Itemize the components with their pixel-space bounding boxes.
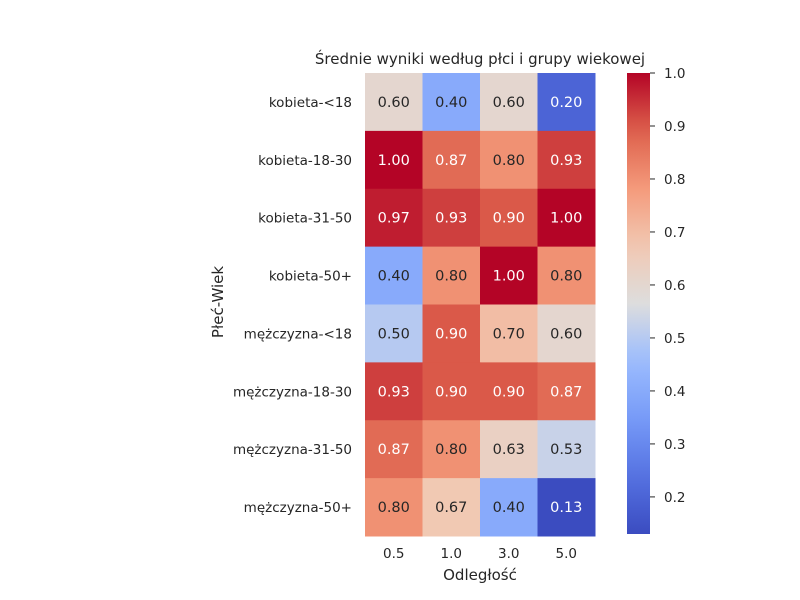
cell-value-label: 0.80 bbox=[550, 269, 582, 285]
heatmap-cell bbox=[365, 362, 423, 421]
heatmap-cell bbox=[537, 130, 596, 190]
x-tick-label: 1.0 bbox=[441, 546, 462, 562]
colorbar-tick-label: 0.4 bbox=[664, 384, 685, 400]
cell-value-label: 0.90 bbox=[493, 384, 525, 400]
cell-value-label: 0.40 bbox=[493, 500, 525, 516]
colorbar-gradient bbox=[627, 73, 650, 534]
cell-value-label: 0.87 bbox=[550, 384, 582, 400]
chart-title: Średnie wyniki według płci i grupy wieko… bbox=[315, 49, 645, 68]
heatmap-cell bbox=[365, 420, 423, 479]
cell-value-label: 1.00 bbox=[378, 153, 410, 169]
heatmap-cell bbox=[422, 362, 481, 421]
heatmap-cell bbox=[365, 188, 423, 248]
colorbar-tick-label: 0.6 bbox=[664, 278, 685, 294]
heatmap-cell bbox=[537, 188, 596, 248]
x-tick-label: 3.0 bbox=[498, 546, 519, 562]
cell-value-label: 0.40 bbox=[435, 95, 467, 111]
heatmap-cell bbox=[537, 304, 596, 363]
heatmap-cell bbox=[537, 420, 596, 479]
cell-value-label: 0.90 bbox=[435, 384, 467, 400]
cell-value-label: 0.80 bbox=[493, 153, 525, 169]
y-tick-label: mężczyzna-18-30 bbox=[233, 384, 352, 400]
cell-value-label: 0.13 bbox=[550, 500, 582, 516]
x-tick-label: 5.0 bbox=[556, 546, 577, 562]
cell-value-label: 0.93 bbox=[378, 384, 410, 400]
heatmap-cell bbox=[537, 478, 596, 537]
cell-value-label: 0.53 bbox=[550, 442, 582, 458]
heatmap-cell bbox=[422, 304, 481, 363]
colorbar-tick-label: 0.8 bbox=[664, 172, 685, 188]
cell-value-label: 0.87 bbox=[435, 153, 467, 169]
y-tick-label: kobieta-<18 bbox=[269, 95, 352, 111]
cell-value-label: 1.00 bbox=[493, 269, 525, 285]
cell-value-label: 0.90 bbox=[493, 211, 525, 227]
cell-value-label: 0.63 bbox=[493, 442, 525, 458]
heatmap-cells: 0.60 0.40 0.60 0.20 1.00 0.87 0.80 0.93 0.97 0.93… bbox=[365, 73, 596, 537]
x-tick-label: 0.5 bbox=[383, 546, 404, 562]
colorbar-tick-label: 0.7 bbox=[664, 225, 685, 241]
heatmap-cell bbox=[422, 246, 481, 305]
y-tick-label: mężczyzna-<18 bbox=[244, 326, 352, 342]
x-tick-labels: 0.5 1.0 3.0 5.0 bbox=[383, 546, 577, 562]
heatmap-cell bbox=[480, 362, 538, 421]
y-tick-label: kobieta-18-30 bbox=[258, 153, 352, 169]
heatmap-cell bbox=[537, 362, 596, 421]
heatmap-cell bbox=[365, 246, 423, 305]
heatmap-cell bbox=[365, 478, 423, 537]
cell-value-label: 0.67 bbox=[435, 500, 467, 516]
colorbar-tick-label: 1.0 bbox=[664, 66, 685, 82]
cell-value-label: 0.50 bbox=[378, 326, 410, 342]
cell-value-label: 1.00 bbox=[550, 211, 582, 227]
cell-value-label: 0.70 bbox=[493, 326, 525, 342]
colorbar-tick-label: 0.5 bbox=[664, 331, 685, 347]
cell-value-label: 0.20 bbox=[550, 95, 582, 111]
cell-value-label: 0.93 bbox=[435, 211, 467, 227]
cell-value-label: 0.60 bbox=[550, 326, 582, 342]
heatmap-cell bbox=[422, 478, 481, 537]
y-tick-labels: kobieta-<18 kobieta-18-30 kobieta-31-50 kob… bbox=[233, 95, 352, 516]
heatmap-cell bbox=[480, 246, 538, 305]
colorbar-tick-label: 0.2 bbox=[664, 490, 685, 506]
heatmap-cell bbox=[365, 304, 423, 363]
y-tick-label: kobieta-50+ bbox=[269, 269, 352, 285]
heatmap-cell bbox=[537, 246, 596, 305]
cell-value-label: 0.87 bbox=[378, 442, 410, 458]
heatmap-cell bbox=[480, 304, 538, 363]
cell-value-label: 0.80 bbox=[435, 442, 467, 458]
y-tick-label: kobieta-31-50 bbox=[258, 211, 352, 227]
heatmap-cell bbox=[365, 73, 423, 132]
heatmap-cell bbox=[480, 478, 538, 537]
heatmap-cell bbox=[480, 420, 538, 479]
heatmap-cell bbox=[422, 188, 481, 248]
heatmap-cell bbox=[422, 73, 481, 132]
cell-value-label: 0.60 bbox=[493, 95, 525, 111]
colorbar: 0.2 0.3 0.4 0.5 0.6 0.7 0.8 0.9 1.0 bbox=[627, 66, 685, 534]
cell-value-label: 0.97 bbox=[378, 211, 410, 227]
colorbar-tick-label: 0.3 bbox=[664, 437, 685, 453]
y-tick-label: mężczyzna-50+ bbox=[244, 500, 352, 516]
heatmap-cell bbox=[480, 188, 538, 248]
y-tick-label: mężczyzna-31-50 bbox=[233, 442, 352, 458]
heatmap-cell bbox=[480, 130, 538, 190]
heatmap-cell bbox=[422, 130, 481, 190]
x-axis-label: Odległość bbox=[443, 566, 517, 584]
cell-value-label: 0.93 bbox=[550, 153, 582, 169]
heatmap-cell bbox=[422, 420, 481, 479]
heatmap-cell bbox=[480, 73, 538, 132]
cell-value-label: 0.80 bbox=[378, 500, 410, 516]
cell-value-label: 0.60 bbox=[378, 95, 410, 111]
cell-value-label: 0.80 bbox=[435, 269, 467, 285]
cell-value-label: 0.90 bbox=[435, 326, 467, 342]
colorbar-tick-label: 0.9 bbox=[664, 119, 685, 135]
heatmap-cell bbox=[365, 130, 423, 190]
y-axis-label: Płeć-Wiek bbox=[209, 266, 227, 338]
cell-value-label: 0.40 bbox=[378, 269, 410, 285]
heatmap-cell bbox=[537, 73, 596, 132]
